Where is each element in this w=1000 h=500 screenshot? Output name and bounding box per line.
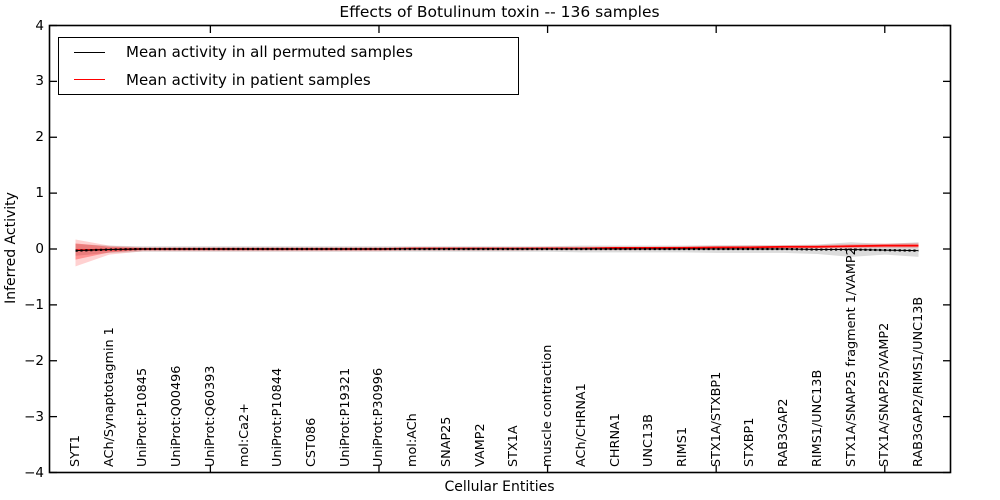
x-category-label: muscle contraction [540, 344, 556, 467]
x-category-label: STX1A/SNAP25/VAMP2 [877, 322, 893, 467]
x-category-label: SYT1 [68, 435, 83, 467]
legend-entry: Mean activity in patient samples [59, 67, 518, 93]
confidence-bands [75, 239, 919, 267]
x-category-label: UniProt:Q00496 [169, 365, 185, 467]
x-category-label: SNAP25 [438, 416, 454, 467]
x-category-label: STX1A/SNAP25 fragment 1/VAMP2 [843, 247, 859, 467]
y-tick-label: 1 [35, 185, 44, 202]
x-category-label: UNC13B [641, 414, 657, 467]
x-category-label: STX1A/STXBP1 [708, 371, 724, 467]
x-category-label: STX1A [506, 425, 522, 467]
series-line-permuted-dots [75, 247, 919, 252]
legend-label: Mean activity in all permuted samples [126, 43, 413, 62]
x-category-label: STXBP1 [742, 417, 758, 467]
x-category-label: UniProt:P30996 [371, 367, 387, 467]
x-category-label: UniProt:Q60393 [202, 365, 218, 467]
x-category-label: RAB3GAP2/RIMS1/UNC13B [911, 296, 926, 467]
x-category-label: CHRNA1 [607, 413, 623, 467]
x-category-label: ACh/Synaptotagmin 1 [101, 327, 117, 467]
y-tick-label: 0 [35, 241, 44, 257]
patient-confidence-band-outer [75, 239, 919, 267]
legend-line-sample-permuted [74, 51, 105, 53]
y-tick-label: 3 [35, 73, 44, 90]
axes-frame [48, 24, 952, 474]
x-category-label: mol:Ca2+ [236, 403, 252, 467]
y-tick-label: −3 [24, 408, 44, 425]
legend-entry: Mean activity in all permuted samples [59, 39, 518, 65]
x-category-label: RAB3GAP2 [776, 398, 792, 467]
x-category-label: UniProt:P10845 [135, 367, 151, 467]
x-category-label: RIMS1/UNC13B [809, 369, 825, 467]
x-category-label: UniProt:P10844 [270, 367, 286, 467]
x-category-label: CST086 [304, 417, 320, 467]
legend: Mean activity in all permuted samples Me… [58, 37, 519, 95]
y-tick-label: 2 [35, 129, 44, 146]
y-tick-label: 4 [35, 17, 44, 34]
y-tick-label: −1 [24, 296, 44, 313]
x-axis-label: Cellular Entities [444, 479, 555, 495]
series-lines [75, 244, 919, 252]
y-tick-label: −2 [24, 352, 44, 369]
x-category-label: mol:ACh [405, 413, 421, 467]
legend-label: Mean activity in patient samples [126, 70, 371, 89]
y-axis-label: Inferred Activity [3, 192, 19, 304]
x-category-label: ACh/CHRNA1 [573, 383, 589, 467]
x-category-label: UniProt:P19321 [337, 367, 353, 467]
x-category-label: VAMP2 [472, 423, 488, 467]
legend-line-sample-patient [74, 79, 105, 81]
chart-title: Effects of Botulinum toxin -- 136 sample… [339, 3, 660, 21]
y-tick-label: −4 [24, 464, 44, 481]
x-category-label: RIMS1 [674, 427, 690, 467]
